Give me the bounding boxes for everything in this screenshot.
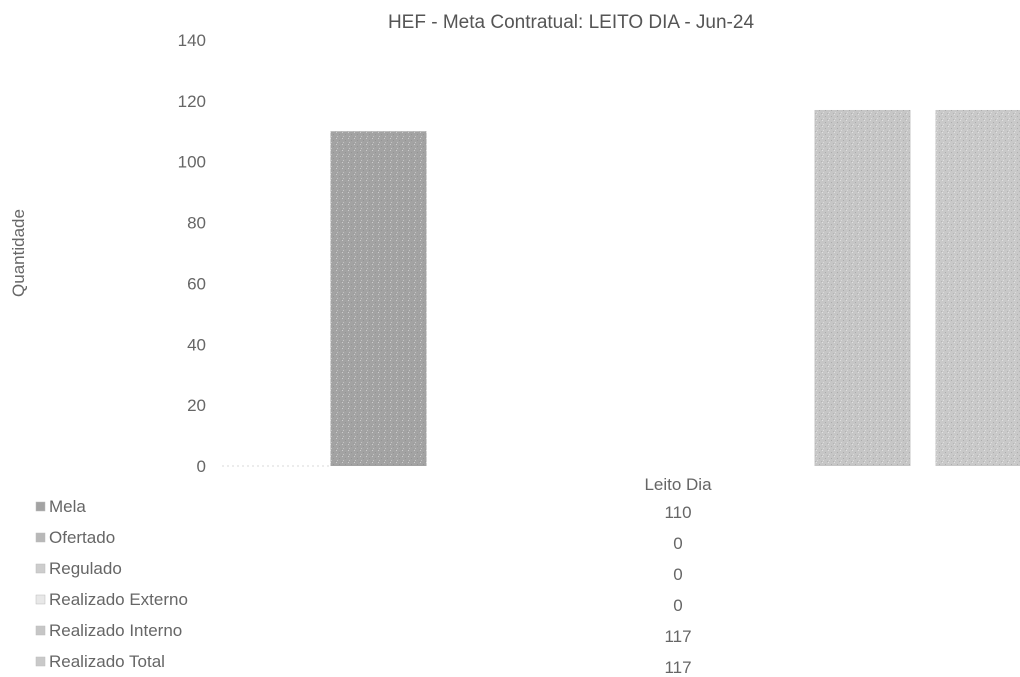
table-cell-value: 117: [664, 627, 691, 646]
y-tick-label: 0: [197, 457, 206, 476]
bar-texture: [935, 109, 1020, 466]
y-tick-label: 140: [178, 31, 206, 50]
legend-swatch: [35, 625, 46, 636]
legend-swatch: [35, 532, 46, 543]
bar-group: [330, 109, 1020, 467]
y-tick-label: 60: [187, 274, 206, 293]
legend-label: Realizado Total: [49, 652, 165, 671]
y-tick-label: 100: [178, 153, 206, 172]
legend-swatch: [35, 594, 46, 605]
chart-title: HEF - Meta Contratual: LEITO DIA - Jun-2…: [388, 12, 754, 33]
table-cell-value: 0: [673, 565, 682, 584]
table-cell-value: 117: [664, 658, 691, 677]
legend-swatch: [35, 563, 46, 574]
legend-label: Realizado Externo: [49, 590, 188, 609]
y-axis-label: Quantidade: [9, 209, 28, 297]
bar-texture: [330, 131, 427, 467]
table-cell-value: 0: [673, 596, 682, 615]
y-tick-label: 40: [187, 335, 206, 354]
bar-texture: [814, 109, 911, 466]
legend-swatch: [35, 656, 46, 667]
legend-label: Ofertado: [49, 528, 115, 547]
y-tick-label: 80: [187, 214, 206, 233]
y-tick-label: 20: [187, 396, 206, 415]
legend-swatch: [35, 501, 46, 512]
table-cell-value: 110: [664, 503, 691, 522]
legend-label: Regulado: [49, 559, 122, 578]
category-label: Leito Dia: [644, 475, 712, 494]
legend-label: Mela: [49, 497, 86, 516]
legend-data-table: Mela 110 Ofertado 0 Regulado 0 Realizado Exter…: [35, 497, 692, 677]
y-tick-label: 120: [178, 92, 206, 111]
table-cell-value: 0: [673, 534, 682, 553]
legend-label: Realizado Interno: [49, 621, 182, 640]
y-axis-ticks: 0 20 40 60 80 100 120 140: [178, 31, 206, 476]
